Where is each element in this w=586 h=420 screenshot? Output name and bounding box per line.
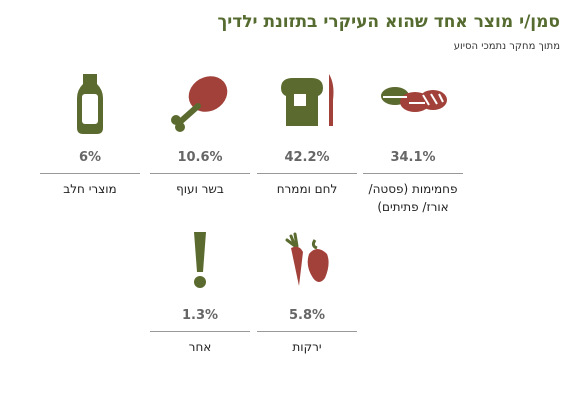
value-label: 42.2%: [284, 150, 330, 165]
page-title: סמן/י מוצר אחד שהוא העיקרי בתזונת ילדיך: [217, 12, 560, 32]
card-meat-poultry: 10.6% בשר ועוף: [150, 70, 250, 196]
category-label: לחם וממרח: [276, 182, 338, 196]
card-dairy: 6% מוצרי חלב: [40, 70, 140, 196]
value-label: 10.6%: [177, 150, 223, 165]
exclamation-icon: [150, 228, 250, 300]
divider: [150, 173, 250, 174]
value-label: 1.3%: [181, 308, 219, 323]
divider: [40, 173, 140, 174]
bread-knife-icon: [257, 70, 357, 142]
value-label: 6%: [78, 150, 102, 165]
divider: [363, 173, 463, 174]
divider: [150, 331, 250, 332]
category-label: פחמימות (פסטה/ אורז/ פתיתים): [368, 182, 458, 214]
page-subtitle: מתוך מחקר נתמכי הסיוע: [453, 41, 560, 52]
value-label: 34.1%: [390, 150, 436, 165]
value-label: 5.8%: [288, 308, 326, 323]
category-label: אחר: [188, 340, 212, 354]
card-other: 1.3% אחר: [150, 228, 250, 354]
card-bread-spread: 42.2% לחם וממרח: [257, 70, 357, 196]
card-vegetables: 5.8% ירקות: [257, 228, 357, 354]
category-label: מוצרי חלב: [63, 182, 117, 196]
chicken-leg-icon: [150, 70, 250, 142]
milk-bottle-icon: [40, 70, 140, 142]
card-carbohydrates: 34.1% פחמימות (פסטה/ אורז/ פתיתים): [363, 70, 463, 214]
divider: [257, 173, 357, 174]
category-label: בשר ועוף: [176, 182, 224, 196]
vegetables-icon: [257, 228, 357, 300]
bread-loaves-icon: [363, 70, 463, 142]
category-label: ירקות: [292, 340, 322, 354]
divider: [257, 331, 357, 332]
